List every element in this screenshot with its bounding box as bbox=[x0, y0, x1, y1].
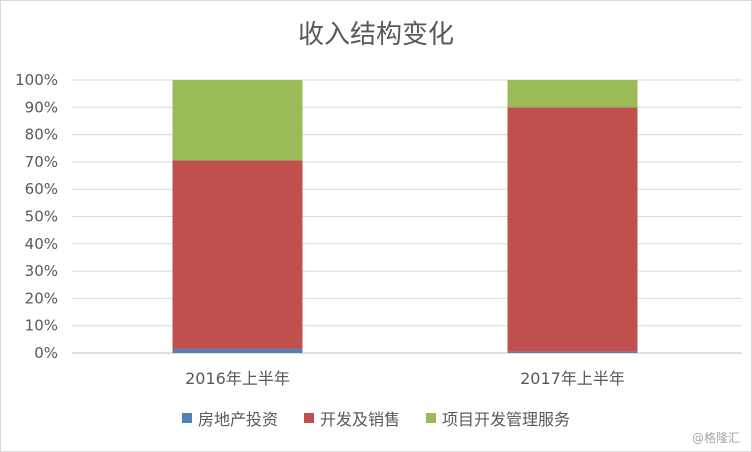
legend-swatch-green bbox=[426, 413, 436, 423]
legend-item-real-estate-investment: 房地产投资 bbox=[181, 406, 278, 430]
bar-segment bbox=[507, 80, 638, 108]
legend: 房地产投资 开发及销售 项目开发管理服务 bbox=[0, 406, 752, 430]
y-tick-label: 20% bbox=[25, 289, 58, 307]
bar-segment bbox=[172, 80, 303, 161]
bar-segment bbox=[507, 351, 638, 353]
y-tick-label: 0% bbox=[34, 344, 58, 362]
x-tick-label: 2016年上半年 bbox=[185, 369, 290, 388]
watermark: @格隆汇 bbox=[691, 431, 740, 445]
y-tick-label: 60% bbox=[25, 180, 58, 198]
y-tick-label: 10% bbox=[25, 317, 58, 335]
y-tick-label: 80% bbox=[25, 126, 58, 144]
bar-segment bbox=[172, 348, 303, 353]
y-tick-label: 70% bbox=[25, 153, 58, 171]
y-tick-label: 40% bbox=[25, 235, 58, 253]
legend-label: 项目开发管理服务 bbox=[442, 410, 571, 429]
y-tick-label: 90% bbox=[25, 98, 58, 116]
chart-title: 收入结构变化 bbox=[297, 20, 454, 50]
legend-swatch-blue bbox=[181, 413, 192, 423]
legend-item-project-management-services: 项目开发管理服务 bbox=[426, 406, 570, 430]
bar-segment bbox=[172, 160, 303, 349]
legend-swatch-red bbox=[303, 413, 314, 423]
legend-label: 开发及销售 bbox=[319, 410, 400, 429]
y-tick-label: 50% bbox=[25, 208, 58, 226]
x-tick-label: 2017年上半年 bbox=[520, 369, 625, 388]
bar-segment bbox=[507, 107, 638, 352]
y-tick-label: 100% bbox=[15, 71, 58, 89]
y-tick-label: 30% bbox=[25, 262, 58, 280]
legend-label: 房地产投资 bbox=[197, 410, 278, 429]
legend-item-development-sales: 开发及销售 bbox=[303, 406, 400, 430]
